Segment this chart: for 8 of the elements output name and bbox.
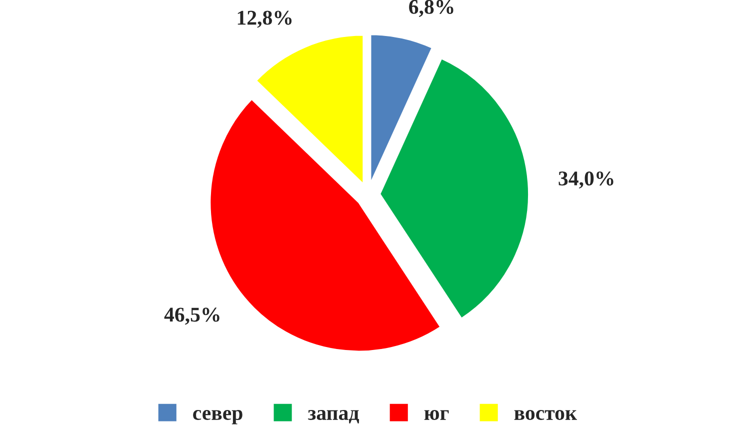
data-label: 34,0% <box>558 171 614 189</box>
data-label: 6,8% <box>409 0 454 17</box>
legend-label: север <box>193 410 242 424</box>
legend-label: юг <box>424 410 449 420</box>
legend-label: запад <box>308 410 360 424</box>
data-label: 12,8% <box>238 10 292 28</box>
legend-label: восток <box>514 410 577 420</box>
data-label: 46,5% <box>164 308 220 325</box>
